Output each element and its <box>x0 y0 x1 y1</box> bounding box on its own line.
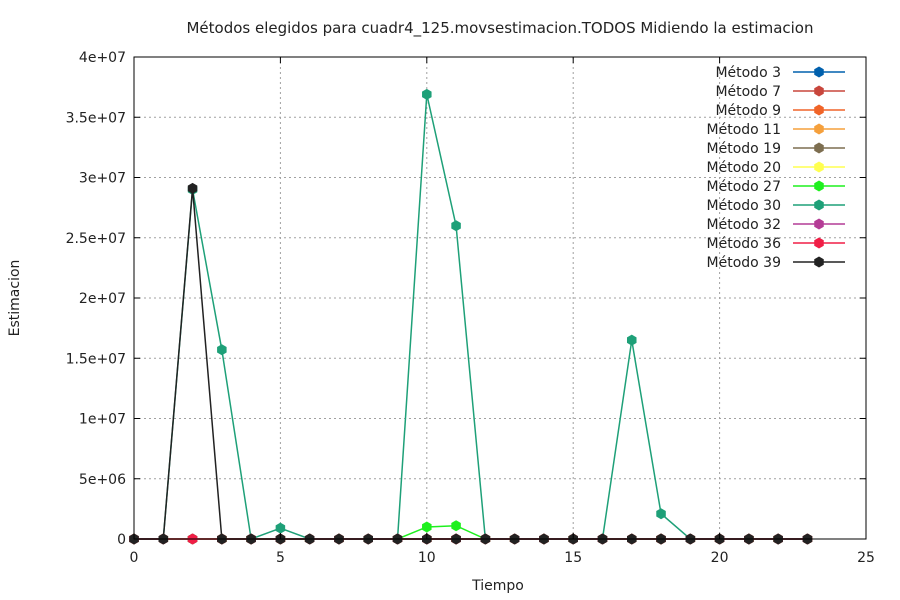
legend-entry: Método 39 <box>707 255 845 271</box>
legend-entry: Método 36 <box>707 236 845 252</box>
legend-swatch-marker <box>814 104 824 116</box>
y-tick-label: 4e+07 <box>79 50 126 66</box>
y-tick-label: 3e+07 <box>79 171 126 187</box>
x-tick-label: 15 <box>564 550 582 566</box>
data-point <box>422 88 432 100</box>
legend-swatch-marker <box>814 218 824 230</box>
y-tick-label: 2e+07 <box>79 291 126 307</box>
grid <box>134 57 866 539</box>
legend-label: Método 19 <box>707 141 781 157</box>
legend-label: Método 11 <box>707 122 781 138</box>
legend-swatch-marker <box>814 199 824 211</box>
y-tick-label: 3.5e+07 <box>66 110 126 126</box>
legend-label: Método 3 <box>715 65 781 81</box>
legend-entry: Método 11 <box>707 122 845 138</box>
legend-label: Método 9 <box>715 103 781 119</box>
legend-label: Método 30 <box>707 198 781 214</box>
data-point <box>217 344 227 356</box>
series-line <box>134 524 808 540</box>
legend-entry: Método 7 <box>715 84 845 100</box>
legend-label: Método 7 <box>715 84 781 100</box>
legend-swatch-marker <box>814 142 824 154</box>
y-axis-label: Estimacion <box>7 260 23 337</box>
chart-title: Métodos elegidos para cuadr4_125.movsest… <box>186 19 813 38</box>
legend-label: Método 32 <box>707 217 781 233</box>
x-tick-label: 10 <box>418 550 436 566</box>
legend-label: Método 27 <box>707 179 781 195</box>
y-tick-label: 2.5e+07 <box>66 231 126 247</box>
legend-label: Método 39 <box>707 255 781 271</box>
data-point <box>656 508 666 520</box>
series-7 <box>129 520 813 545</box>
legend-swatch-marker <box>814 161 824 173</box>
legend-entry: Método 9 <box>715 103 845 119</box>
y-tick-label: 5e+06 <box>79 472 126 488</box>
legend-swatch-marker <box>814 85 824 97</box>
legend-entry: Método 3 <box>715 65 845 81</box>
data-point <box>275 522 286 534</box>
data-point <box>451 520 461 532</box>
x-tick-label: 20 <box>711 550 729 566</box>
legend-entry: Método 19 <box>707 141 845 157</box>
legend: Método 3 Método 7 Método 9 Método 11 Método … <box>707 65 845 271</box>
y-tick-label: 0 <box>117 532 126 548</box>
y-tick-label: 1.5e+07 <box>66 351 126 367</box>
y-tick-label: 1e+07 <box>79 412 126 428</box>
legend-swatch-marker <box>814 237 824 249</box>
x-tick-label: 0 <box>130 550 139 566</box>
legend-entry: Método 30 <box>707 198 845 214</box>
data-point <box>422 521 432 533</box>
legend-swatch-marker <box>814 66 824 78</box>
legend-swatch-marker <box>814 123 824 135</box>
data-point <box>187 182 198 194</box>
x-axis-label: Tiempo <box>471 578 524 594</box>
series-layer <box>129 88 813 545</box>
data-point <box>627 334 637 346</box>
axis-ticks: 0 5e+06 1e+07 1.5e+07 2e+07 2.5e+07 3e+07 3.5e+… <box>66 50 875 566</box>
x-tick-label: 5 <box>276 550 285 566</box>
legend-swatch-marker <box>814 180 824 192</box>
legend-entry: Método 20 <box>707 160 845 176</box>
legend-label: Método 20 <box>707 160 781 176</box>
legend-label: Método 36 <box>707 236 782 252</box>
legend-entry: Método 32 <box>707 217 845 233</box>
data-point <box>451 220 461 232</box>
legend-swatch-marker <box>814 256 824 268</box>
legend-entry: Método 27 <box>707 179 845 195</box>
x-tick-label: 25 <box>857 550 875 566</box>
series-8 <box>129 88 813 545</box>
